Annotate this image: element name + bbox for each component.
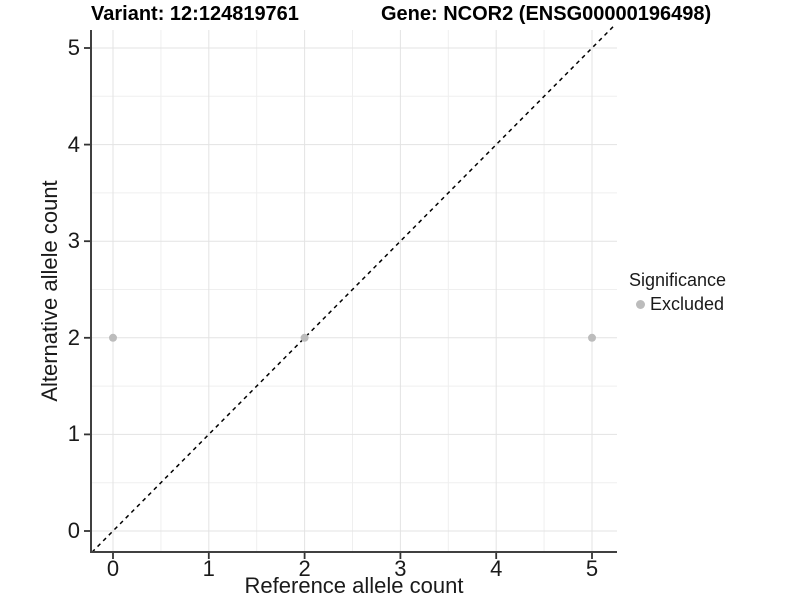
tick-marks bbox=[84, 47, 593, 559]
x-tick-label: 0 bbox=[106, 556, 120, 581]
major-gridlines bbox=[91, 30, 617, 552]
gene-title: Gene: NCOR2 (ENSG00000196498) bbox=[381, 3, 712, 25]
data-point bbox=[588, 333, 596, 342]
plot-panel bbox=[84, 24, 617, 559]
y-tick-label: 2 bbox=[67, 324, 80, 350]
legend-item-label: Excluded bbox=[650, 294, 725, 314]
x-tick-label: 3 bbox=[394, 556, 407, 581]
data-points bbox=[109, 333, 596, 342]
y-tick-label: 5 bbox=[67, 35, 80, 60]
x-tick-label: 2 bbox=[298, 556, 311, 581]
data-point bbox=[109, 333, 117, 342]
y-tick-label: 4 bbox=[67, 131, 80, 157]
legend-items: Excluded bbox=[629, 294, 726, 315]
identity-dashed-line bbox=[91, 24, 616, 553]
variant-title: Variant: 12:124819761 bbox=[91, 3, 299, 25]
x-axis-title: Reference allele count bbox=[244, 573, 464, 598]
x-tick-label: 5 bbox=[585, 556, 599, 581]
x-tick-label: 4 bbox=[490, 556, 503, 581]
legend-point-icon bbox=[636, 300, 645, 309]
minor-gridlines bbox=[91, 30, 617, 552]
y-tick-label: 3 bbox=[67, 228, 80, 254]
legend-item: Excluded bbox=[629, 294, 726, 315]
legend: Significance Excluded bbox=[629, 270, 726, 315]
y-axis-title: Alternative allele count bbox=[37, 180, 62, 402]
legend-title: Significance bbox=[629, 270, 727, 290]
x-tick-label: 1 bbox=[202, 556, 215, 581]
axis-lines bbox=[90, 30, 617, 553]
y-tick-label: 0 bbox=[67, 518, 80, 543]
data-point bbox=[300, 333, 309, 342]
y-tick-label: 1 bbox=[67, 421, 80, 447]
